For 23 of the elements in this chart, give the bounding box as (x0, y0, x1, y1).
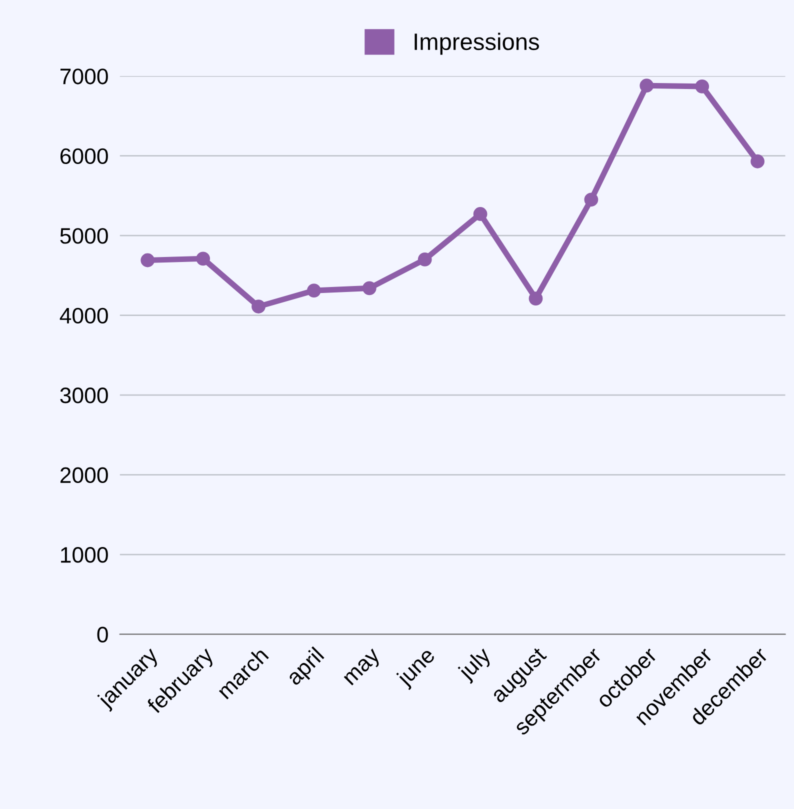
point (584, 192, 598, 207)
point (528, 292, 543, 306)
point (418, 252, 432, 266)
point (473, 207, 488, 221)
point (695, 79, 710, 94)
y-tick-label: 0 (97, 626, 108, 643)
y-tick-label: 5000 (60, 228, 108, 244)
x-tick-label: july (456, 645, 495, 684)
point (252, 300, 266, 314)
point (307, 284, 321, 298)
y-tick-label: 7000 (60, 68, 108, 84)
point (362, 281, 376, 296)
point (140, 253, 155, 268)
y-tick-label: 4000 (60, 308, 108, 324)
y-tick-label: 1000 (61, 547, 108, 563)
point (196, 252, 210, 266)
point (750, 154, 764, 168)
y-tick-label: 6000 (60, 148, 108, 164)
y-tick-label: 3000 (60, 388, 108, 404)
point (640, 78, 654, 93)
y-tick-label: 2000 (60, 467, 108, 484)
legend-label: Impressions (414, 32, 539, 55)
x-tick-label: may (344, 648, 384, 689)
